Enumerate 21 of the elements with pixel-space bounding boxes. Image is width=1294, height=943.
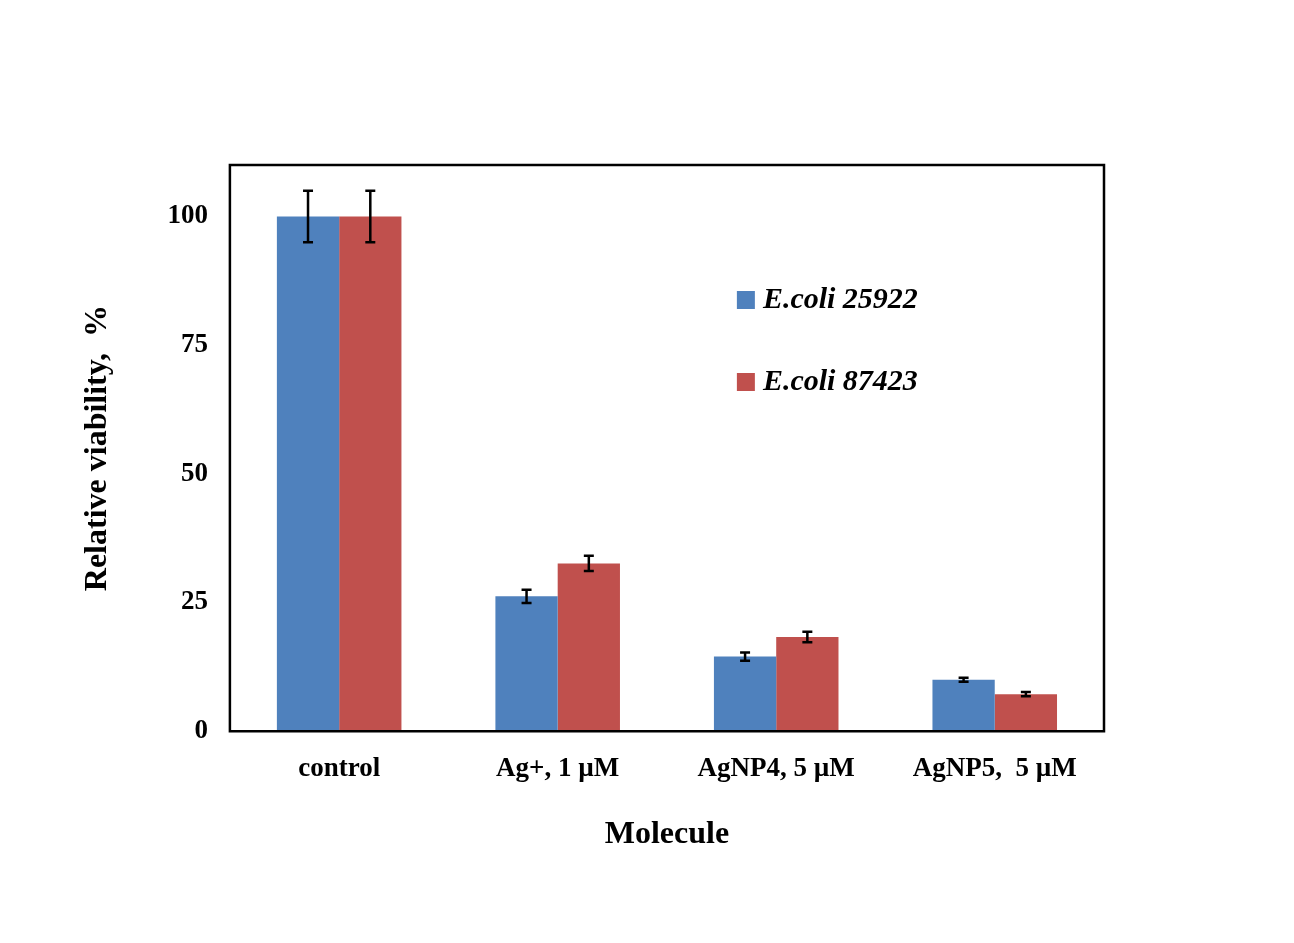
y-tick-label: 75 [180, 328, 208, 359]
x-tick-label: Ag+, 1 µM [496, 752, 620, 783]
x-tick-label: AgNP4, 5 µM [697, 752, 855, 783]
y-tick-label: 0 [194, 714, 208, 745]
bar [557, 563, 620, 732]
legend-label: E.coli 25922 [761, 280, 918, 314]
x-tick-label: AgNP5, 5 µM [912, 752, 1077, 783]
bar [994, 694, 1058, 732]
bar [776, 637, 839, 732]
x-axis-title: Molecule [604, 814, 730, 851]
bar [339, 216, 402, 732]
y-tick-label: 50 [180, 456, 208, 487]
x-tick-label: control [298, 752, 381, 783]
y-tick-label: 100 [167, 199, 208, 230]
bar [276, 216, 340, 732]
bar [495, 596, 558, 732]
bar [713, 656, 777, 732]
y-axis-title: Relative viability, % [77, 305, 114, 592]
legend-label: E.coli 87423 [761, 362, 918, 396]
y-tick-label: 25 [180, 585, 208, 616]
bar [932, 679, 995, 732]
